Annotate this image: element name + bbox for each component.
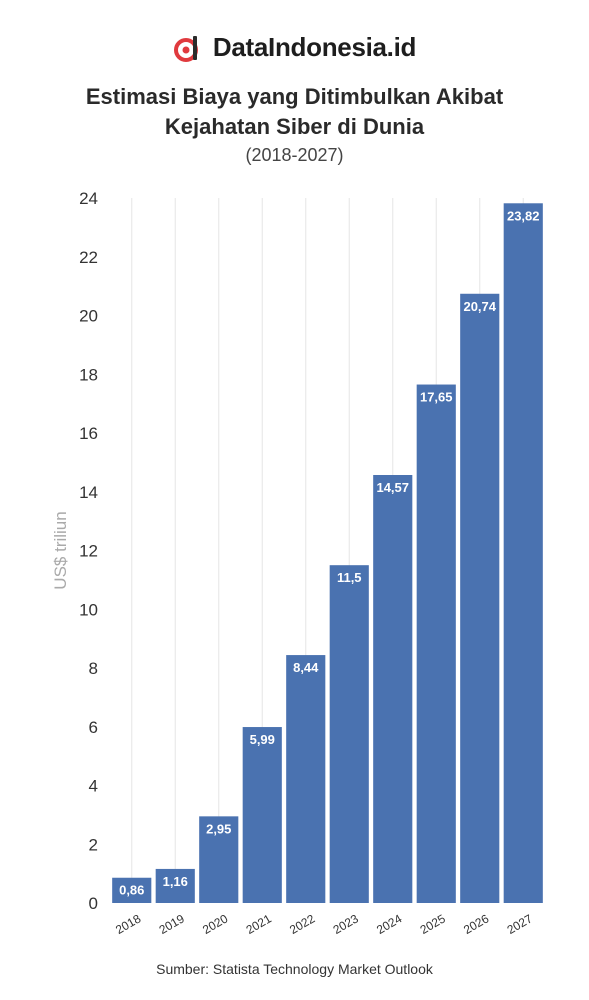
y-tick-label: 6 [89, 718, 98, 737]
y-axis-label: US$ triliun [51, 511, 70, 589]
y-tick-label: 16 [79, 424, 98, 443]
x-tick-label: 2023 [331, 911, 361, 937]
x-tick-label: 2022 [287, 911, 317, 937]
bar [503, 203, 543, 904]
y-tick-label: 4 [89, 777, 98, 796]
datainndonesia-logo-icon [173, 35, 198, 62]
chart-subtitle: (2018-2027) [245, 145, 344, 165]
bar-value-label: 17,65 [420, 390, 453, 405]
bar-value-label: 11,5 [337, 570, 362, 585]
x-tick-label: 2025 [418, 911, 448, 937]
x-tick-label: 2020 [200, 911, 230, 937]
bar-value-label: 23,82 [507, 208, 540, 223]
y-tick-label: 24 [79, 189, 98, 208]
y-tick-label: 20 [79, 307, 98, 326]
y-tick-label: 8 [89, 659, 98, 678]
bar [199, 816, 239, 903]
y-tick-label: 22 [79, 248, 98, 267]
bar [416, 384, 456, 903]
brand: DataIndonesia.id [0, 32, 589, 63]
y-tick-label: 0 [89, 894, 98, 913]
source-note: Sumber: Statista Technology Market Outlo… [156, 961, 433, 977]
y-tick-label: 12 [79, 542, 98, 561]
bar [286, 655, 326, 903]
x-tick-label: 2019 [157, 911, 187, 937]
y-tick-label: 18 [79, 365, 98, 384]
chart-title-line1: Estimasi Biaya yang Ditimbulkan Akibat [85, 84, 504, 109]
x-tick-label: 2021 [244, 911, 274, 937]
chart-title-line2: Kejahatan Siber di Dunia [164, 114, 425, 139]
y-tick-label: 10 [79, 600, 98, 619]
bar-value-label: 20,74 [463, 299, 496, 314]
bar [460, 293, 500, 903]
bar [112, 877, 152, 903]
chart-title: Estimasi Biaya yang Ditimbulkan Akibat K… [0, 82, 589, 142]
x-tick-label: 2026 [461, 911, 491, 937]
bar-value-label: 1,16 [163, 874, 188, 889]
y-tick-label: 2 [89, 835, 98, 854]
x-tick-label: 2027 [505, 911, 535, 937]
bar-value-label: 5,99 [250, 732, 275, 747]
bar [373, 475, 413, 903]
brand-name: DataIndonesia.id [212, 32, 417, 62]
bar [155, 868, 195, 903]
y-tick-label: 14 [79, 483, 98, 502]
bar [242, 727, 282, 903]
bar [329, 565, 369, 903]
bar-value-label: 2,95 [206, 821, 231, 836]
bar-value-label: 8,44 [293, 660, 319, 675]
bar-value-label: 14,57 [376, 480, 409, 495]
bar-value-label: 0,86 [119, 883, 144, 898]
x-tick-label: 2024 [374, 911, 404, 937]
x-tick-label: 2018 [113, 911, 143, 937]
